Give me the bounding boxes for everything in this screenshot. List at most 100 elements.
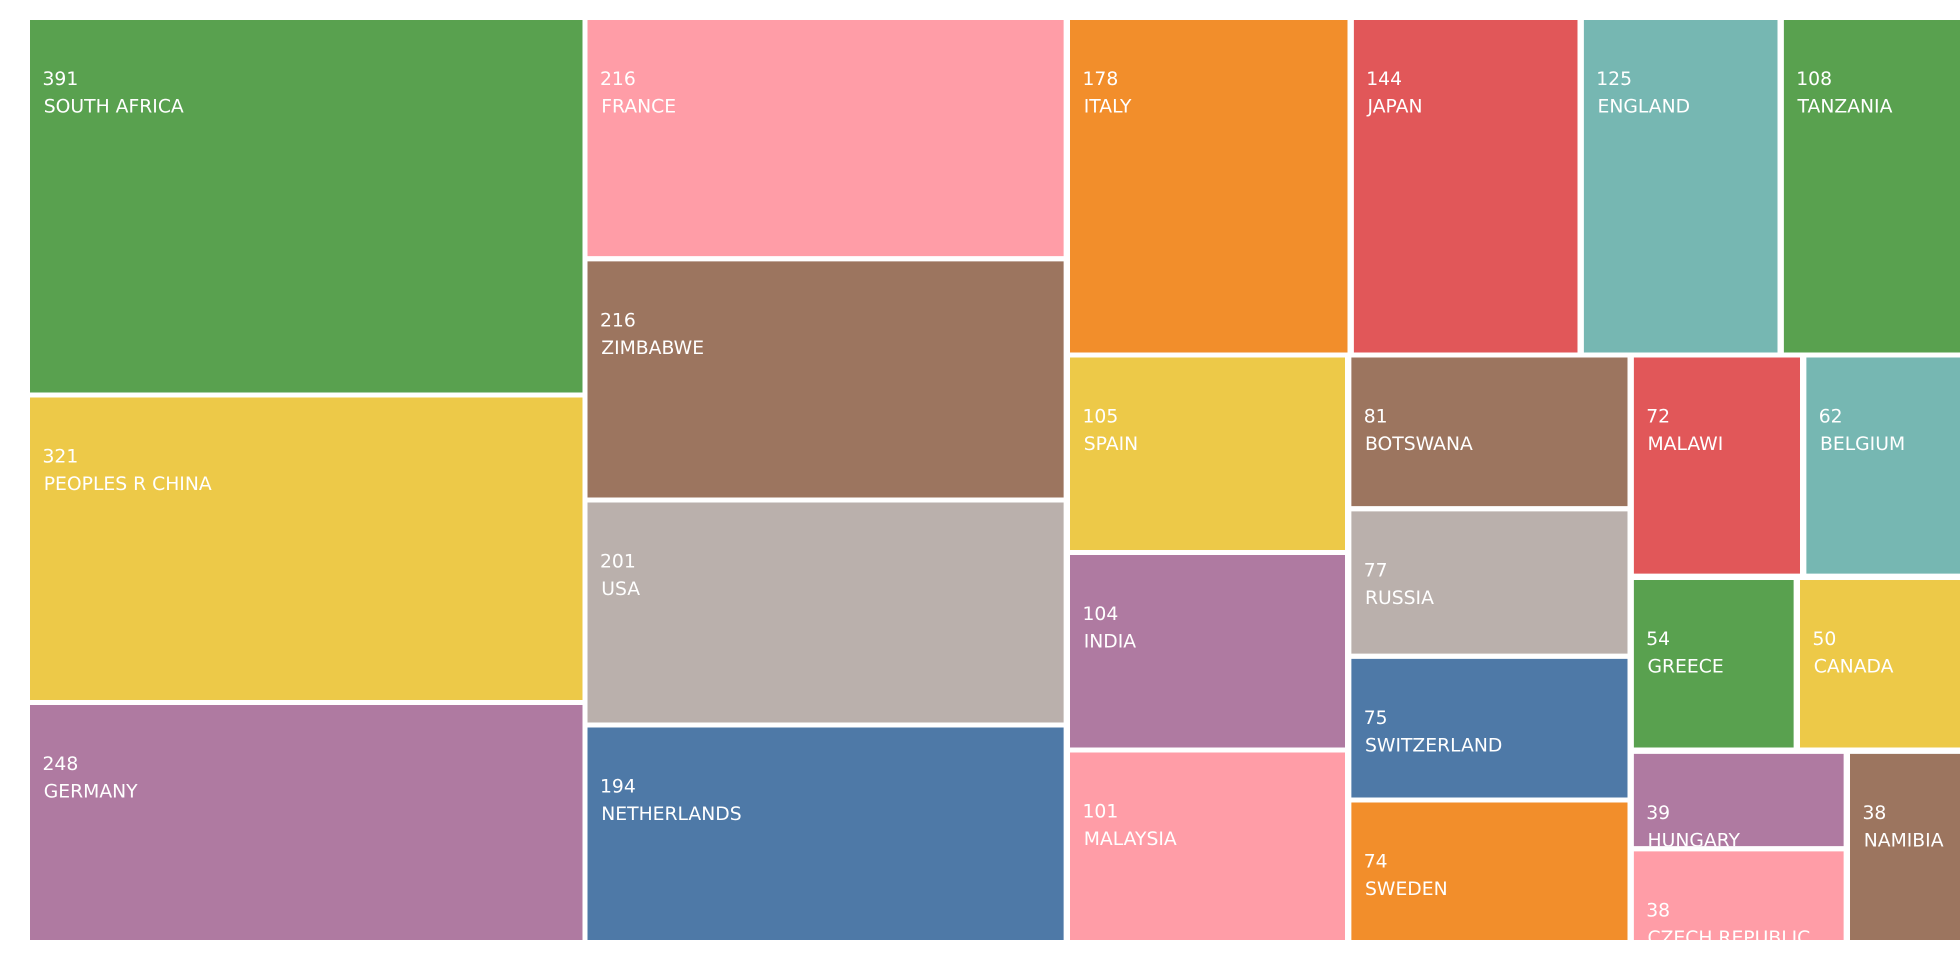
tile-value: 75 [1364, 708, 1388, 729]
tile: 248 GERMANY [30, 705, 583, 940]
tile: 74 SWEDEN [1351, 802, 1628, 940]
tile-value: 391 [43, 69, 79, 90]
tile-rect [1633, 753, 1844, 847]
tile-label: MALAYSIA [1084, 829, 1177, 850]
tile: 201 USA [587, 502, 1064, 723]
tile-label: ZIMBABWE [601, 338, 704, 359]
tile: 105 SPAIN [1070, 357, 1345, 550]
tile-rect [1351, 511, 1628, 654]
tile-label: SWEDEN [1365, 879, 1448, 900]
tile-label: MALAWI [1648, 434, 1724, 455]
tile-label: NETHERLANDS [601, 804, 741, 825]
tile: 178 ITALY [1070, 20, 1348, 353]
tile-rect [1783, 20, 1960, 353]
tile-rect [1353, 20, 1578, 353]
tile-rect [587, 261, 1064, 498]
tile-rect [1800, 580, 1960, 748]
tile-label: PEOPLES R CHINA [44, 474, 212, 495]
tile: 216 ZIMBABWE [587, 261, 1064, 498]
tile-value: 74 [1364, 852, 1388, 873]
tile-label: GREECE [1648, 657, 1724, 678]
tile: 62 BELGIUM [1806, 357, 1960, 574]
tile-value: 194 [600, 777, 636, 798]
tile-value: 125 [1596, 69, 1632, 90]
tile-value: 108 [1796, 69, 1832, 90]
tile-value: 62 [1819, 407, 1843, 428]
tile-value: 104 [1083, 604, 1119, 625]
tile-value: 105 [1083, 407, 1119, 428]
tile-value: 101 [1083, 802, 1119, 823]
tile-value: 216 [600, 310, 636, 331]
tile: 81 BOTSWANA [1351, 357, 1628, 507]
tile-value: 72 [1646, 407, 1670, 428]
tile-label: USA [601, 579, 640, 600]
tile: 321 PEOPLES R CHINA [30, 397, 583, 700]
tile-rect [30, 705, 583, 940]
tile: 104 INDIA [1070, 555, 1345, 748]
tile-value: 201 [600, 552, 636, 573]
tile-rect [1633, 580, 1794, 748]
tile-value: 77 [1364, 560, 1388, 581]
tile-rect [30, 397, 583, 700]
tile-label: ITALY [1084, 97, 1132, 118]
tile-rect [1583, 20, 1778, 353]
tile: 77 RUSSIA [1351, 511, 1628, 654]
tile-rect [1633, 357, 1800, 574]
tile-rect [587, 502, 1064, 723]
tile-rect [587, 20, 1064, 257]
tile-rect [1070, 357, 1345, 550]
tile-rect [1806, 357, 1960, 574]
tile-rect [1351, 357, 1628, 507]
tile-rect [1070, 555, 1345, 748]
tile-label: CZECH REPUBLIC [1648, 928, 1811, 949]
tile-label: SWITZERLAND [1365, 735, 1502, 756]
tile: 125 ENGLAND [1583, 20, 1778, 353]
tile: 72 MALAWI [1633, 357, 1800, 574]
tile: 54 GREECE [1633, 580, 1794, 748]
tile-rect [1351, 658, 1628, 798]
tile-rect [587, 727, 1064, 940]
tile-label: SOUTH AFRICA [44, 97, 184, 118]
tile: 38 NAMIBIA [1850, 753, 1960, 940]
tile-label: ENGLAND [1598, 97, 1691, 118]
tile-value: 248 [43, 754, 79, 775]
tile-value: 38 [1646, 900, 1670, 921]
tile-label: SPAIN [1084, 434, 1138, 455]
tile-label: NAMIBIA [1864, 830, 1944, 851]
tile-rect [1070, 20, 1348, 353]
tile-rect [1070, 752, 1345, 940]
tile-label: CANADA [1814, 657, 1894, 678]
tile-label: BELGIUM [1820, 434, 1905, 455]
tile-label: BOTSWANA [1365, 434, 1473, 455]
tile-value: 50 [1813, 629, 1837, 650]
tile-value: 54 [1646, 629, 1670, 650]
tile: 194 NETHERLANDS [587, 727, 1064, 940]
tile-rect [1633, 851, 1844, 940]
tile: 75 SWITZERLAND [1351, 658, 1628, 798]
tile-value: 216 [600, 69, 636, 90]
tile-rect [1351, 802, 1628, 940]
tile-value: 39 [1646, 803, 1670, 824]
tile-label: GERMANY [44, 782, 138, 803]
tile: 50 CANADA [1800, 580, 1960, 748]
tile-rect [30, 20, 583, 393]
tile-value: 178 [1083, 69, 1119, 90]
tile: 39 HUNGARY [1633, 753, 1844, 851]
tile-label: JAPAN [1367, 97, 1423, 118]
tile-label: FRANCE [601, 97, 676, 118]
tile-value: 321 [43, 447, 79, 468]
tile-label: RUSSIA [1365, 588, 1434, 609]
tile: 108 TANZANIA [1783, 20, 1960, 353]
tile: 101 MALAYSIA [1070, 752, 1345, 940]
tile-value: 38 [1863, 803, 1887, 824]
tile: 38 CZECH REPUBLIC [1633, 851, 1844, 949]
tile-value: 81 [1364, 407, 1388, 428]
tile-rect [1850, 753, 1960, 940]
tile-value: 144 [1366, 69, 1402, 90]
tile: 216 FRANCE [587, 20, 1064, 257]
tile: 391 SOUTH AFRICA [30, 20, 583, 393]
tile-label: HUNGARY [1648, 830, 1741, 851]
tile: 144 JAPAN [1353, 20, 1578, 353]
